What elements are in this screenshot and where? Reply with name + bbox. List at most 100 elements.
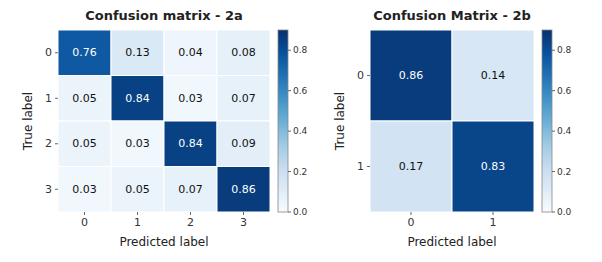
x-tick-label: 0 xyxy=(408,216,415,229)
cell xyxy=(370,121,452,212)
cell xyxy=(217,76,270,122)
y-tick-label: 3 xyxy=(45,183,52,196)
colorbar-tick-label: 0.4 xyxy=(293,126,308,136)
cell xyxy=(111,76,164,122)
x-tick xyxy=(190,212,191,215)
colorbar-tick-label: 0.8 xyxy=(293,45,308,55)
cell xyxy=(164,76,217,122)
y-tick-label: 1 xyxy=(357,160,364,173)
cell xyxy=(217,167,270,213)
data-label: 0.04 xyxy=(178,46,203,59)
data-label: 0.07 xyxy=(178,183,203,196)
colorbar-tick-label: 0.0 xyxy=(557,207,572,217)
cell xyxy=(111,121,164,167)
colorbar-scale xyxy=(278,30,288,212)
colorbar-tick xyxy=(552,212,555,213)
data-label: 0.03 xyxy=(125,137,150,150)
y-axis-label: True label xyxy=(21,92,35,151)
x-axis-label: Predicted label xyxy=(119,235,208,249)
cell xyxy=(58,121,111,167)
data-label: 0.08 xyxy=(231,46,256,59)
colorbar-tick-label: 0.2 xyxy=(293,167,307,177)
colorbar-tick xyxy=(288,212,291,213)
cell xyxy=(58,76,111,122)
data-label: 0.83 xyxy=(481,160,506,173)
colorbar-tick xyxy=(288,90,291,91)
data-label: 0.14 xyxy=(481,69,506,82)
data-label: 0.76 xyxy=(72,46,97,59)
data-label: 0.03 xyxy=(72,183,97,196)
data-label: 0.05 xyxy=(72,92,97,105)
data-label: 0.84 xyxy=(178,137,203,150)
data-label: 0.17 xyxy=(399,160,424,173)
y-tick xyxy=(55,143,58,144)
y-axis-label: True label xyxy=(333,92,347,151)
panel: Confusion matrix - 2a 0.76 0.13 0.04 0.08 0.0… xyxy=(21,8,308,249)
cell xyxy=(217,30,270,76)
y-tick xyxy=(55,189,58,190)
colorbar-tick-label: 0.0 xyxy=(293,207,308,217)
x-tick xyxy=(493,212,494,215)
data-label: 0.86 xyxy=(231,183,256,196)
data-labels: 0.76 0.13 0.04 0.08 0.05 0.84 0.03 0.07 0.05 0.03… xyxy=(72,46,256,196)
x-tick xyxy=(137,212,138,215)
data-label: 0.05 xyxy=(125,183,150,196)
data-label: 0.05 xyxy=(72,137,97,150)
y-tick xyxy=(55,98,58,99)
panel: Confusion Matrix - 2b0.860.140.170.83010… xyxy=(333,8,572,249)
x-tick-label: 0 xyxy=(81,216,88,229)
colorbar-tick xyxy=(552,171,555,172)
axes: 0 1 0 1 Predicted label True label xyxy=(333,69,497,249)
x-tick-label: 2 xyxy=(187,216,194,229)
cell xyxy=(452,121,534,212)
colorbar-tick xyxy=(552,131,555,132)
y-tick-label: 1 xyxy=(45,92,52,105)
cells xyxy=(370,30,534,212)
cell xyxy=(58,167,111,213)
data-label: 0.07 xyxy=(231,92,256,105)
colorbar-tick-label: 0.4 xyxy=(557,126,572,136)
colorbar-tick-label: 0.6 xyxy=(293,86,308,96)
chart-root: Confusion matrix - 2a 0.76 0.13 0.04 0.08 0.0… xyxy=(0,0,602,262)
cell xyxy=(217,121,270,167)
colorbar: 0.0 0.2 0.4 0.6 0.8 xyxy=(278,30,308,217)
colorbar: 0.00.20.40.60.8 xyxy=(542,30,572,217)
data-label: 0.09 xyxy=(231,137,256,150)
x-tick xyxy=(84,212,85,215)
colorbar-tick xyxy=(552,90,555,91)
data-label: 0.86 xyxy=(399,69,424,82)
x-tick xyxy=(411,212,412,215)
y-tick xyxy=(55,52,58,53)
y-tick-label: 2 xyxy=(45,137,52,150)
data-label: 0.13 xyxy=(125,46,150,59)
y-tick xyxy=(367,166,370,167)
cells xyxy=(58,30,270,212)
cell xyxy=(164,167,217,213)
cell xyxy=(58,30,111,76)
colorbar-tick-label: 0.2 xyxy=(557,167,571,177)
cell xyxy=(452,30,534,121)
colorbar-scale xyxy=(542,30,552,212)
x-tick xyxy=(243,212,244,215)
x-axis-label: Predicted label xyxy=(407,235,496,249)
y-tick-label: 0 xyxy=(357,69,364,82)
axes: 0 1 2 3 0 1 2 3 Predicted label True label xyxy=(21,46,247,249)
cell xyxy=(111,30,164,76)
colorbar-tick-label: 0.8 xyxy=(557,45,572,55)
y-tick xyxy=(367,75,370,76)
x-tick-label: 3 xyxy=(240,216,247,229)
colorbar-tick xyxy=(288,50,291,51)
cell xyxy=(111,167,164,213)
x-tick-label: 1 xyxy=(134,216,141,229)
title: Confusion matrix - 2a xyxy=(85,8,243,23)
data-labels: 0.86 0.14 0.17 0.83 xyxy=(399,69,506,173)
data-label: 0.03 xyxy=(178,92,203,105)
colorbar-tick xyxy=(288,131,291,132)
colorbar-tick xyxy=(552,50,555,51)
cell xyxy=(164,121,217,167)
y-tick-label: 0 xyxy=(45,46,52,59)
cell xyxy=(370,30,452,121)
x-tick-label: 1 xyxy=(490,216,497,229)
data-label: 0.84 xyxy=(125,92,150,105)
colorbar-tick xyxy=(288,171,291,172)
